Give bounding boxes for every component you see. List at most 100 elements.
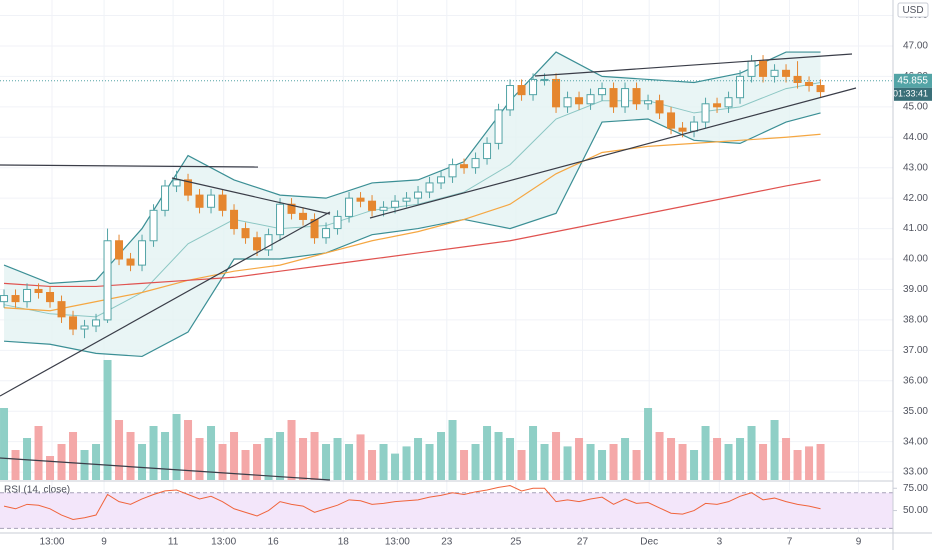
volume-bar — [356, 434, 365, 480]
volume-bar — [161, 432, 170, 480]
candles — [0, 55, 825, 339]
candle-body — [391, 200, 400, 208]
volume-bar — [448, 420, 457, 480]
candle-body — [701, 103, 710, 123]
y-tick-label: 35.00 — [903, 406, 928, 417]
countdown-box — [894, 87, 932, 101]
trend-line — [534, 53, 853, 77]
volume-bar — [414, 438, 423, 480]
candle-body — [57, 301, 66, 318]
volume-bar — [609, 444, 618, 480]
candle-body — [368, 200, 377, 211]
candle-body — [253, 237, 262, 251]
volume-bar — [552, 432, 561, 480]
candle-body — [379, 206, 388, 211]
candle-body — [103, 240, 112, 321]
candle-body — [230, 209, 239, 230]
candle-body — [184, 179, 193, 196]
volume-bar — [11, 450, 20, 480]
volume-bar — [759, 444, 768, 480]
volume-bar — [0, 408, 9, 480]
currency: USD — [902, 5, 923, 16]
candle-body — [115, 240, 124, 260]
y-tick-label: 34.00 — [903, 436, 928, 447]
candle-body — [172, 179, 181, 187]
volume-bar — [517, 450, 526, 480]
candle-body — [632, 88, 641, 105]
candle-body — [494, 109, 503, 144]
y-tick-label: 43.00 — [903, 162, 928, 173]
candle-body — [138, 240, 147, 266]
candle-body — [23, 288, 32, 303]
volume-bar — [782, 438, 791, 480]
candle-body — [713, 103, 722, 108]
volume-bar — [287, 420, 296, 480]
candle-body — [356, 197, 365, 202]
volume-bar — [322, 444, 331, 480]
candle-body — [575, 97, 584, 105]
trend-line — [0, 457, 331, 481]
candle-body — [782, 69, 791, 77]
last-price-box — [894, 73, 932, 88]
volume-bar — [621, 438, 630, 480]
y-tick-label: 38.00 — [903, 315, 928, 326]
volume-bar — [333, 438, 342, 480]
volume-bar — [92, 444, 101, 480]
candle-body — [437, 176, 446, 184]
x-tick-label: 18 — [338, 537, 350, 548]
volume-bar — [345, 444, 354, 480]
candle-body — [724, 97, 733, 108]
candle-body — [552, 78, 561, 108]
candle-body — [747, 60, 756, 77]
x-tick-label: 25 — [510, 537, 522, 548]
x-tick-label: 9 — [856, 537, 862, 548]
candle-body — [414, 191, 423, 199]
candle-body — [92, 319, 101, 327]
volume-bar — [207, 426, 216, 480]
candle-body — [195, 194, 204, 208]
moving-average — [3, 133, 821, 312]
y-tick-label: 36.00 — [903, 375, 928, 386]
rsi-band — [0, 492, 893, 529]
candle-body — [586, 94, 595, 105]
volume-bar — [598, 450, 607, 480]
volume-bar — [402, 446, 411, 480]
candle-body — [621, 88, 630, 108]
volume-bar — [586, 444, 595, 480]
volume-bar — [460, 450, 469, 480]
x-tick-label: Dec — [640, 537, 658, 548]
candle-body — [69, 316, 78, 330]
volume-bar — [713, 438, 722, 480]
candle-body — [770, 69, 779, 77]
candle-body — [299, 212, 308, 220]
candle-body — [161, 185, 170, 211]
volume-bar — [230, 432, 239, 480]
candle-body — [402, 197, 411, 202]
volume-bar — [103, 360, 112, 480]
candle-body — [264, 234, 273, 251]
volume-bar — [368, 450, 377, 480]
candle-body — [126, 258, 135, 266]
candle-body — [345, 197, 354, 217]
volume-bar — [816, 444, 825, 480]
candle-body — [448, 164, 457, 178]
candle-body — [149, 209, 158, 242]
volume-bar — [667, 438, 676, 480]
candle-body — [529, 78, 538, 96]
volume-bar — [793, 450, 802, 480]
candle-body — [736, 75, 745, 99]
rsi-tick-label: 50.00 — [903, 505, 928, 516]
volume-bar — [80, 450, 89, 480]
volume-bar — [172, 414, 181, 480]
volume-bar — [701, 426, 710, 480]
last-price-label: 45.855 — [897, 75, 928, 86]
x-tick-label: 3 — [717, 537, 723, 548]
bollinger-upper — [3, 51, 821, 284]
y-tick-label: 41.00 — [903, 223, 928, 234]
candle-body — [425, 182, 434, 193]
candle-body — [287, 203, 296, 214]
volume-bar — [276, 432, 285, 480]
volume-bar — [391, 453, 400, 480]
volume-bar — [483, 426, 492, 480]
trend-line — [369, 87, 857, 219]
